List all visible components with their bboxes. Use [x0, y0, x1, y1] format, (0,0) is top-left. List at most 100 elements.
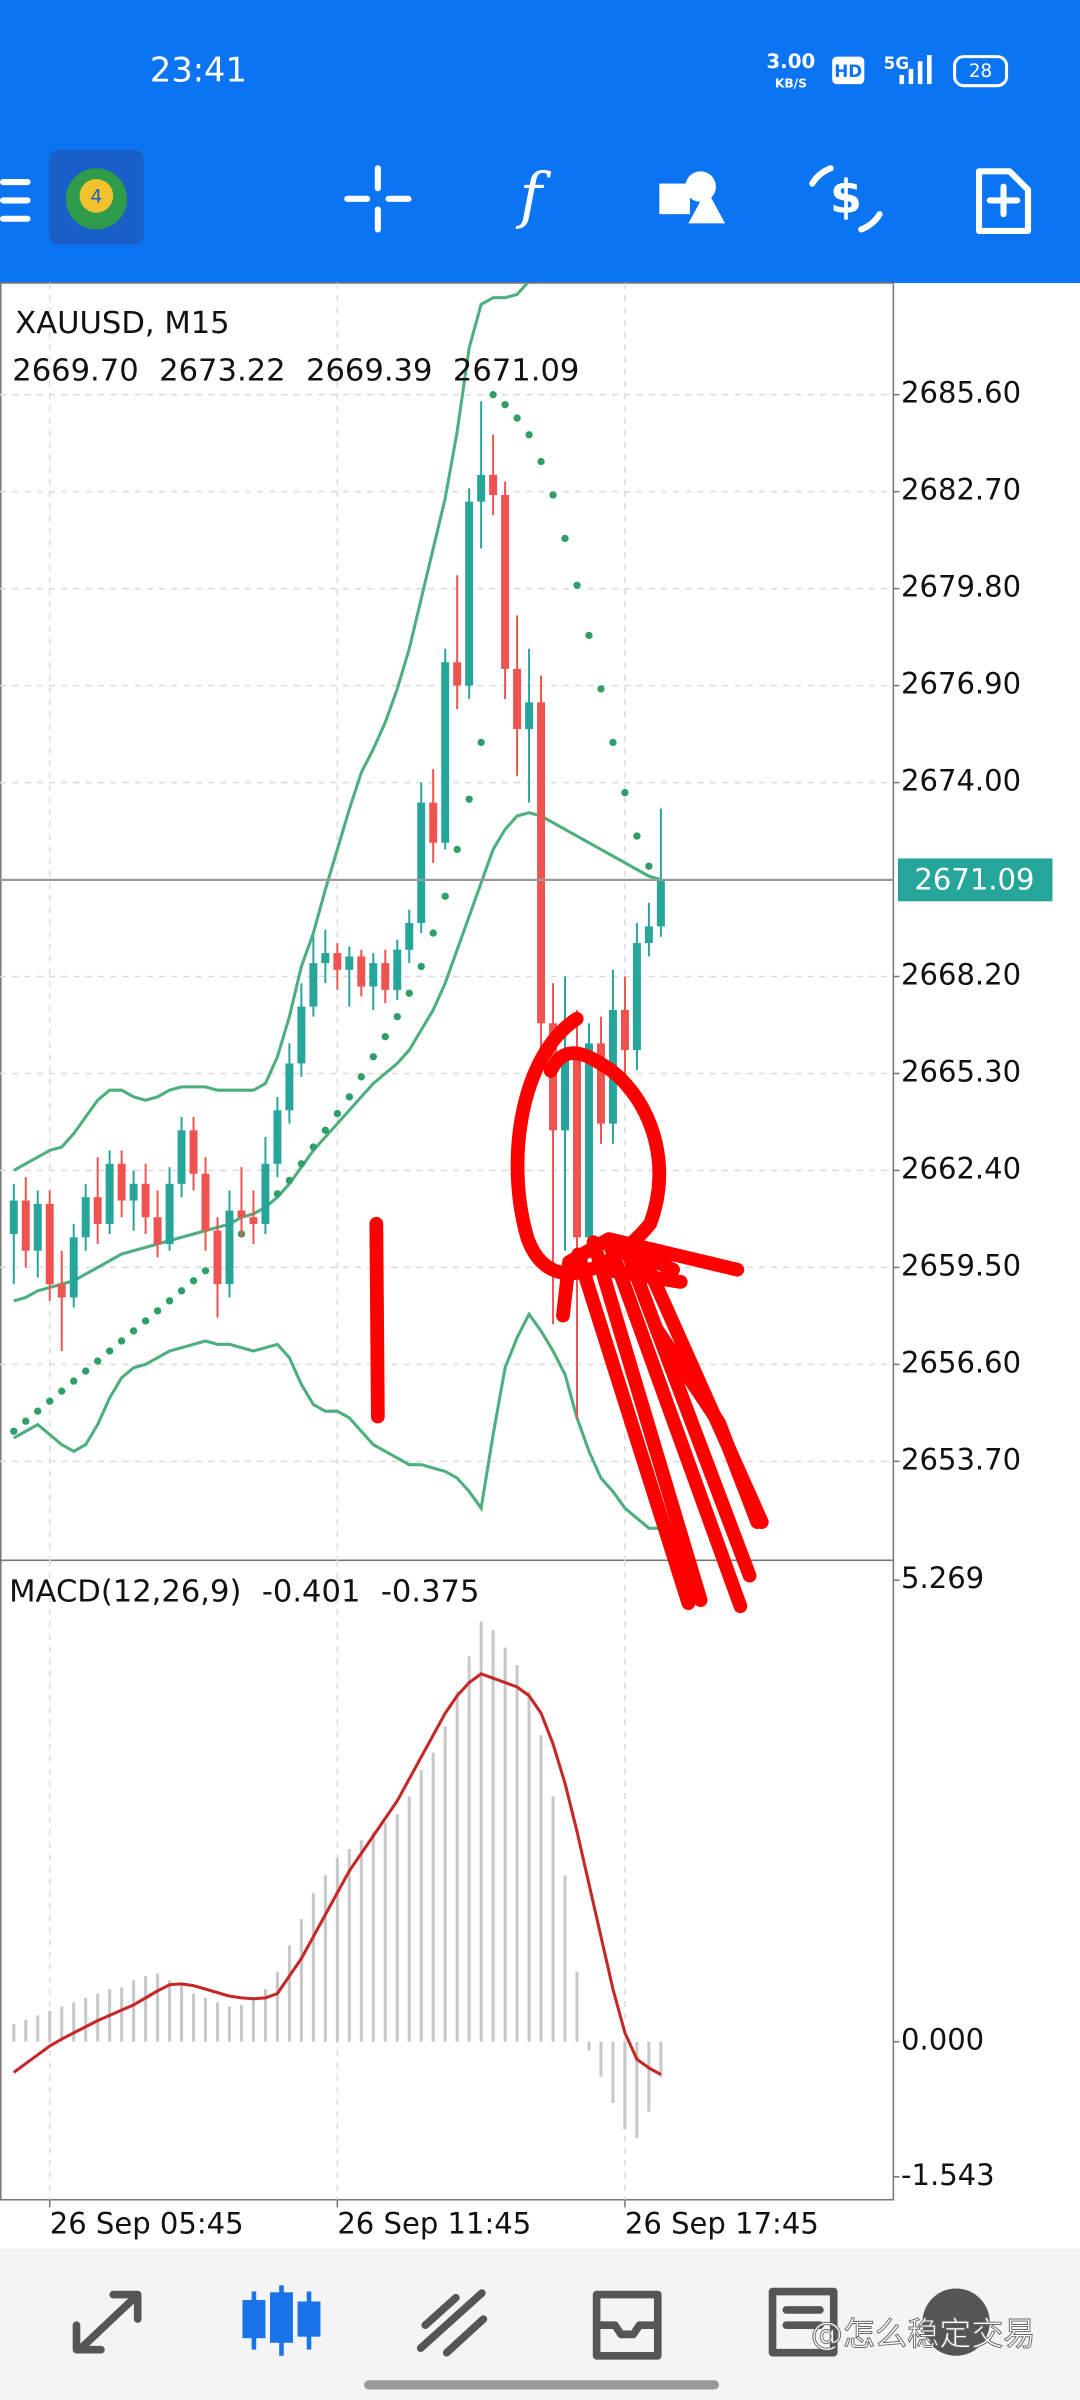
indicator-line [13, 811, 662, 1303]
candle-body [45, 1203, 54, 1285]
new-order-button[interactable] [975, 168, 1032, 235]
candle-body [153, 1217, 162, 1245]
candle-body [656, 879, 665, 927]
candle-body [21, 1200, 30, 1251]
sar-dot [165, 1297, 174, 1305]
histogram-bar [419, 1770, 423, 2042]
sar-dot [141, 1317, 150, 1325]
nav-quotes[interactable] [72, 2290, 142, 2354]
histogram-bar [515, 1665, 519, 2042]
sar-dot [46, 1397, 54, 1405]
candle-body [405, 923, 414, 950]
indicator-line [12, 1672, 662, 2076]
histogram-bar [539, 1735, 543, 2042]
hand-annotation [369, 1011, 769, 1614]
ohlc-close: 2671.09 [453, 353, 579, 388]
sar-dot [129, 1327, 138, 1335]
sar-dot [597, 685, 605, 693]
crosshair-button[interactable] [344, 165, 412, 233]
y-tick-label: 2665.30 [901, 1054, 1021, 1088]
candle-body [561, 1056, 569, 1131]
candle-body [345, 956, 354, 970]
macd-signal-value: -0.375 [381, 1574, 480, 1609]
axes: 2685.60 2682.70 2679.80 2676.90 2674.00 2668.… [48, 376, 1053, 2241]
candle-body [357, 956, 366, 987]
candle-body [309, 963, 318, 1007]
histogram-bar [239, 2004, 243, 2042]
sar-dot [285, 1176, 294, 1185]
histogram-bar [371, 1831, 375, 2042]
histogram-bar [168, 1980, 172, 2042]
y-tick-label: 2656.60 [901, 1345, 1021, 1379]
battery-level: 28 [969, 61, 992, 82]
sar-dot [297, 1160, 306, 1168]
x-tick-label: 26 Sep 05:45 [50, 2207, 244, 2241]
sar-dot [117, 1337, 126, 1345]
histogram-bar [395, 1813, 399, 2042]
histogram-bar [227, 2006, 232, 2042]
main-plot [0, 283, 894, 1530]
sar-dot [22, 1417, 30, 1425]
indicator-line [13, 1311, 661, 1530]
histogram-bar [335, 1857, 339, 2042]
histogram-bar [347, 1848, 351, 2042]
sar-dot [70, 1377, 78, 1385]
objects-button[interactable] [659, 171, 726, 224]
sar-dot [405, 989, 413, 997]
candle-body [177, 1130, 186, 1184]
histogram-bar [479, 1621, 483, 2042]
sar-dot [10, 1427, 18, 1435]
sar-dot [573, 581, 581, 589]
menu-button[interactable] [0, 178, 31, 222]
sar-dot [34, 1407, 42, 1415]
nav-trade[interactable] [416, 2289, 488, 2357]
histogram-bar [287, 1945, 291, 2042]
candle-body [57, 1284, 66, 1298]
candle-body [189, 1130, 198, 1174]
candle-body [141, 1183, 150, 1218]
macd-main-value: -0.401 [262, 1574, 361, 1609]
sar-dot [381, 1033, 389, 1041]
y-tick-label: 2668.20 [901, 958, 1021, 992]
sar-dot [537, 457, 545, 466]
candle-body [537, 702, 546, 1024]
candle-body [620, 1009, 629, 1051]
nav-chart[interactable] [242, 2285, 321, 2356]
histogram-bar [12, 2024, 16, 2042]
candle-body [573, 1056, 581, 1238]
y-tick-label: 2679.80 [901, 570, 1021, 604]
y-tick-label: 2685.60 [901, 376, 1021, 410]
macd-plot [12, 1621, 663, 2139]
sar-dot [417, 962, 425, 971]
last-price-tag [897, 858, 1053, 902]
sar-dot [621, 788, 629, 797]
histogram-bar [84, 1997, 88, 2042]
x-tick-label: 26 Sep 11:45 [337, 2207, 531, 2241]
candle-body [285, 1063, 294, 1111]
macd-title: MACD(12,26,9) [9, 1574, 241, 1609]
histogram-bar [60, 2006, 64, 2042]
nav-settings[interactable] [922, 2288, 990, 2356]
sar-dot [561, 534, 569, 543]
histogram-bar [659, 2041, 663, 2077]
sar-dot [501, 401, 509, 409]
histogram-bar [407, 1796, 411, 2042]
network-label: 5G [884, 53, 910, 73]
nav-history[interactable] [592, 2290, 662, 2360]
sar-dot [273, 1190, 282, 1198]
sar-dot [93, 1357, 102, 1365]
sar-dot [429, 929, 437, 937]
histogram-bar [48, 2011, 52, 2042]
sar-dot [609, 738, 617, 747]
histogram-bar [599, 2041, 603, 2077]
histogram-bar [156, 1973, 160, 2042]
app-logo[interactable]: 4 [48, 149, 144, 245]
hd-label: HD [834, 61, 862, 81]
trade-button[interactable]: $ [809, 165, 883, 233]
y-tick-label: 0.000 [901, 2023, 984, 2057]
candle-body [249, 1217, 258, 1224]
sar-dot [105, 1347, 114, 1355]
nav-news[interactable] [768, 2287, 838, 2357]
symbol-title: XAUUSD, M15 [15, 306, 229, 341]
